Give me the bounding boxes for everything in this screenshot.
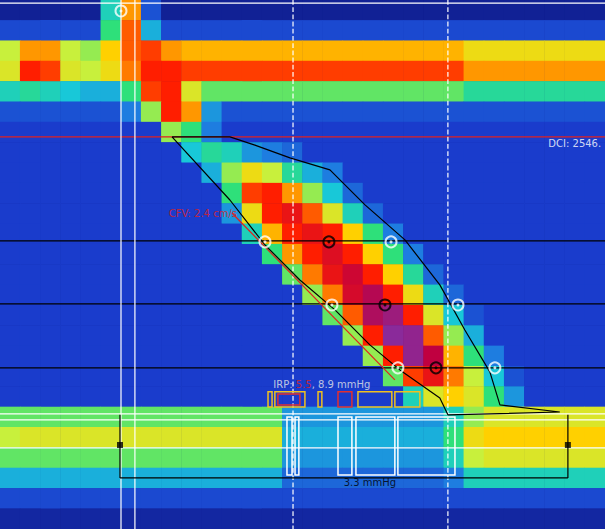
svg-text:, 8.9 mmHg: , 8.9 mmHg (312, 379, 371, 390)
svg-text:DCI: 2546.: DCI: 2546. (548, 138, 601, 149)
svg-text:CFV: 2.4 cm/s: CFV: 2.4 cm/s (169, 208, 237, 219)
svg-text:3.3 mmHg: 3.3 mmHg (344, 477, 396, 488)
svg-text:IRP:: IRP: (273, 379, 295, 390)
svg-text:5.5: 5.5 (296, 379, 312, 390)
